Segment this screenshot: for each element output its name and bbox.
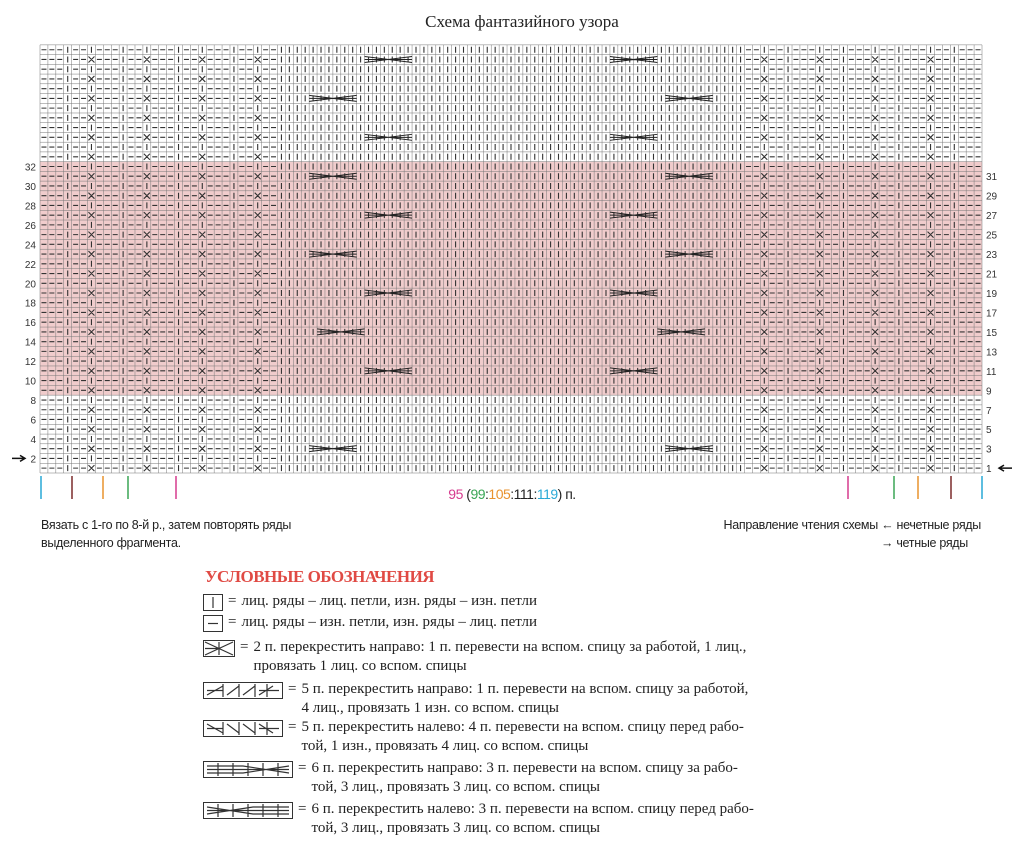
legend-item: = 2 п. перекрестить направо: 1 п. перевес… <box>203 638 746 676</box>
row-label-right: 3 <box>986 445 992 456</box>
count-close: ) п. <box>557 486 577 502</box>
row-label-right: 11 <box>986 367 997 378</box>
legend-text: 5 п. перекрестить налево: 4 п. перевести… <box>301 719 744 754</box>
knitting-chart: 2468101214161820222426283032135791113151… <box>12 44 1012 499</box>
stitch-count: 95 (99:105:111:119) п. <box>0 486 1024 502</box>
count-sep: : <box>533 486 537 502</box>
direction-label: Направление чтения схемы <box>723 518 878 532</box>
count-sep: : <box>510 486 514 502</box>
row-label-right: 19 <box>986 289 998 300</box>
arrow-left-icon: ← <box>881 518 894 532</box>
row-label-left: 12 <box>25 357 37 368</box>
row-label-left: 28 <box>25 201 37 212</box>
cross-6-right-icon <box>203 761 293 778</box>
equals-sign: = <box>240 639 249 655</box>
odd-rows-label: нечетные ряды <box>896 518 982 532</box>
legend-text: лиц. ряды – изн. петли, изн. ряды – лиц.… <box>241 614 537 630</box>
purl-icon <box>203 615 223 632</box>
row-label-left: 14 <box>25 338 37 349</box>
legend-title: УСЛОВНЫЕ ОБОЗНАЧЕНИЯ <box>205 567 435 586</box>
legend-text: 2 п. перекрестить направо: 1 п. перевест… <box>253 639 747 674</box>
row-label-left: 10 <box>25 377 37 388</box>
cross-2-right-icon <box>203 640 235 657</box>
cable-crosses <box>309 55 713 453</box>
equals-sign: = <box>288 681 297 697</box>
count-size-4: 111 <box>513 486 534 502</box>
row-label-left: 26 <box>25 221 37 232</box>
cross-6-left-icon <box>203 802 293 819</box>
row-label-left: 18 <box>25 299 37 310</box>
row-label-right: 17 <box>986 308 998 319</box>
legend-text: 6 п. перекрестить направо: 3 п. перевест… <box>311 760 738 795</box>
row-label-right: 23 <box>986 250 998 261</box>
row-label-right: 5 <box>986 425 992 436</box>
row-label-right: 27 <box>986 211 998 222</box>
chart-title: Схема фантазийного узора <box>425 12 619 31</box>
row-label-left: 6 <box>30 415 36 426</box>
legend-item: = 6 п. перекрестить налево: 3 п. перевест… <box>203 800 754 838</box>
row-label-left: 16 <box>25 318 37 329</box>
row-label-right: 31 <box>986 172 998 183</box>
count-size-2: 99 <box>470 486 486 502</box>
row-label-right: 29 <box>986 192 998 203</box>
repeat-note: Вязать с 1-го по 8-й р., затем повторять… <box>41 518 292 550</box>
count-size-1: 95 <box>448 486 463 502</box>
arrow-right-icon <box>12 454 27 463</box>
arrow-right-icon: → <box>880 536 894 550</box>
row-label-right: 15 <box>986 328 998 339</box>
count-size-5: 119 <box>536 486 558 502</box>
row-label-left: 2 <box>30 454 36 465</box>
cross-5-right-icon <box>203 682 283 699</box>
legend-item: = лиц. ряды – лиц. петли, изн. ряды – изн… <box>203 592 537 611</box>
row-label-right: 1 <box>986 464 992 475</box>
row-label-left: 32 <box>25 163 37 174</box>
chart-grid <box>39 44 983 474</box>
row-label-left: 24 <box>25 240 37 251</box>
row-label-left: 8 <box>30 396 36 407</box>
legend-item: = 6 п. перекрестить направо: 3 п. перевес… <box>203 759 738 797</box>
equals-sign: = <box>298 760 307 776</box>
row-label-left: 30 <box>25 182 37 193</box>
row-label-right: 25 <box>986 231 998 242</box>
legend-text: 6 п. перекрестить налево: 3 п. перевести… <box>311 801 754 836</box>
equals-sign: = <box>298 801 307 817</box>
arrow-left-icon <box>997 464 1012 472</box>
legend-item: = 5 п. перекрестить налево: 4 п. перевест… <box>203 718 744 756</box>
row-label-right: 13 <box>986 347 998 358</box>
count-sep: : <box>485 486 489 502</box>
knit-icon <box>203 594 223 611</box>
cross-5-left-icon <box>203 720 283 737</box>
row-label-left: 20 <box>25 279 37 290</box>
equals-sign: = <box>228 593 237 609</box>
row-label-right: 21 <box>986 270 998 281</box>
reading-direction-odd: Направление чтения схемы ← нечетные ряды <box>700 516 981 534</box>
equals-sign: = <box>288 719 297 735</box>
equals-sign: = <box>228 614 237 630</box>
row-label-left: 22 <box>25 260 37 271</box>
legend-text: 5 п. перекрестить направо: 1 п. перевест… <box>301 681 749 716</box>
row-label-right: 9 <box>986 386 992 397</box>
row-label-right: 7 <box>986 406 992 417</box>
count-size-3: 105 <box>488 486 511 502</box>
legend-text: лиц. ряды – лиц. петли, изн. ряды – изн.… <box>241 593 537 609</box>
even-rows-label: четные ряды <box>896 536 968 550</box>
count-open: ( <box>462 486 471 502</box>
row-label-left: 4 <box>30 435 36 446</box>
legend-item: = лиц. ряды – изн. петли, изн. ряды – лиц… <box>203 613 537 632</box>
legend-item: = 5 п. перекрестить направо: 1 п. перевес… <box>203 680 748 718</box>
reading-direction-even: → четные ряды <box>700 534 968 552</box>
